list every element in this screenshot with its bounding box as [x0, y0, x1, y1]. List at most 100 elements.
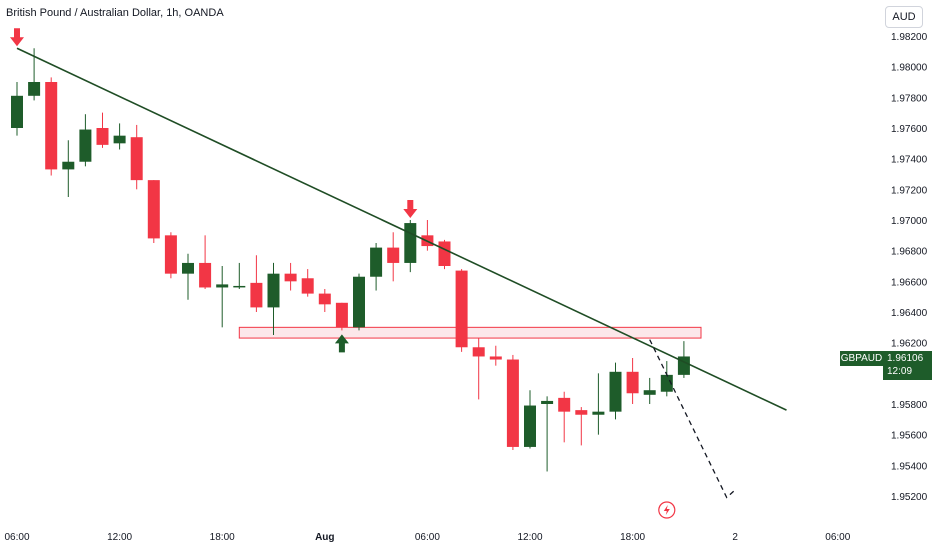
- candle: [62, 140, 75, 197]
- candle: [284, 262, 297, 291]
- candle: [592, 373, 605, 435]
- x-tick-label: 06:00: [415, 532, 440, 543]
- y-tick-label: 1.97400: [891, 155, 928, 166]
- candle-body: [250, 282, 263, 308]
- last-price-tag: 1.96106 12:09: [883, 351, 932, 380]
- candles: [11, 48, 690, 472]
- y-tick-label: 1.98200: [891, 32, 928, 43]
- candle-body: [506, 359, 519, 447]
- y-tick-label: 1.97600: [891, 124, 928, 135]
- candle: [301, 269, 314, 297]
- chart-title: British Pound / Australian Dollar, 1h, O…: [6, 7, 224, 19]
- candle-body: [472, 347, 485, 357]
- candle: [182, 253, 194, 300]
- resistance-trendline: [16, 47, 787, 411]
- candle-body: [558, 397, 571, 412]
- flash-icon-bolt: [663, 505, 670, 515]
- bar-countdown: 12:09: [887, 366, 913, 377]
- candle: [524, 390, 536, 449]
- candle-body: [28, 82, 41, 96]
- candle-body: [387, 247, 400, 263]
- candle-body: [643, 390, 656, 395]
- candle: [233, 262, 246, 289]
- candle-body: [11, 95, 23, 128]
- candle-body: [284, 273, 297, 282]
- y-axis: 1.952001.954001.956001.958001.960001.962…: [891, 32, 928, 503]
- y-tick-label: 1.95800: [891, 400, 928, 411]
- candle-body: [79, 129, 92, 162]
- symbol-tag: GBPAUD: [840, 351, 883, 366]
- candle-body: [524, 405, 536, 447]
- candle: [455, 269, 468, 352]
- y-tick-label: 1.97800: [891, 93, 928, 104]
- candle: [96, 112, 109, 148]
- candle: [626, 358, 639, 404]
- candle: [643, 377, 656, 404]
- candle: [541, 396, 554, 472]
- y-tick-label: 1.95200: [891, 492, 928, 503]
- candle-body: [575, 410, 588, 415]
- candle: [404, 220, 417, 273]
- candle: [370, 243, 383, 291]
- candle: [113, 123, 126, 150]
- candle: [216, 266, 229, 328]
- candle: [506, 354, 519, 450]
- y-tick-label: 1.95600: [891, 431, 928, 442]
- candle: [147, 180, 160, 243]
- candle-body: [96, 128, 109, 145]
- candle: [130, 124, 143, 190]
- candle-body: [489, 356, 502, 360]
- candle-body: [353, 276, 365, 328]
- flash-icon: [658, 501, 676, 519]
- y-tick-label: 1.96600: [891, 277, 928, 288]
- candle-body: [609, 371, 622, 412]
- y-tick-label: 1.95400: [891, 461, 928, 472]
- candle-body: [45, 82, 58, 170]
- candle: [164, 232, 177, 279]
- candle: [421, 220, 434, 251]
- candle-body: [318, 293, 331, 305]
- candle-body: [62, 161, 75, 170]
- candle-body: [233, 285, 246, 288]
- candle-body: [404, 223, 417, 263]
- drawings: [16, 47, 787, 499]
- candle-body: [660, 374, 673, 392]
- candle-body: [455, 270, 468, 348]
- arrow-down-icon: [10, 28, 24, 47]
- candle-body: [164, 235, 177, 274]
- candle: [335, 302, 348, 331]
- y-tick-label: 1.96200: [891, 339, 928, 350]
- x-tick-label: 12:00: [517, 532, 542, 543]
- candle-body: [267, 273, 280, 308]
- x-tick-label: 18:00: [620, 532, 645, 543]
- x-tick-label: Aug: [315, 532, 334, 543]
- currency-button[interactable]: AUD: [885, 6, 923, 28]
- candle-body: [626, 371, 639, 394]
- x-tick-label: 2: [732, 532, 738, 543]
- candle-body: [130, 137, 143, 181]
- support-zone: [238, 326, 702, 339]
- candle: [353, 273, 365, 331]
- candle: [11, 82, 23, 136]
- projection-path: [649, 339, 736, 499]
- last-price: 1.96106: [887, 353, 924, 364]
- x-axis: 06:00 12:00 18:00 Aug 06:00 12:00 18:00 2 06:00: [4, 532, 850, 543]
- candle: [489, 345, 502, 366]
- candle-body: [182, 262, 194, 274]
- candle: [558, 391, 571, 443]
- candle-body: [216, 284, 229, 288]
- x-tick-label: 12:00: [107, 532, 132, 543]
- arrow-up-icon: [334, 334, 349, 353]
- candle-body: [335, 302, 348, 328]
- candle-body: [541, 400, 554, 404]
- y-tick-label: 1.97200: [891, 185, 928, 196]
- candle: [438, 239, 451, 270]
- candle: [609, 362, 622, 420]
- y-tick-label: 1.96800: [891, 247, 928, 258]
- candle-body: [438, 241, 451, 266]
- arrow-down-icon: [403, 200, 418, 218]
- markers: [10, 28, 676, 519]
- support-zone-rect: [238, 326, 702, 339]
- candle-body: [113, 135, 126, 144]
